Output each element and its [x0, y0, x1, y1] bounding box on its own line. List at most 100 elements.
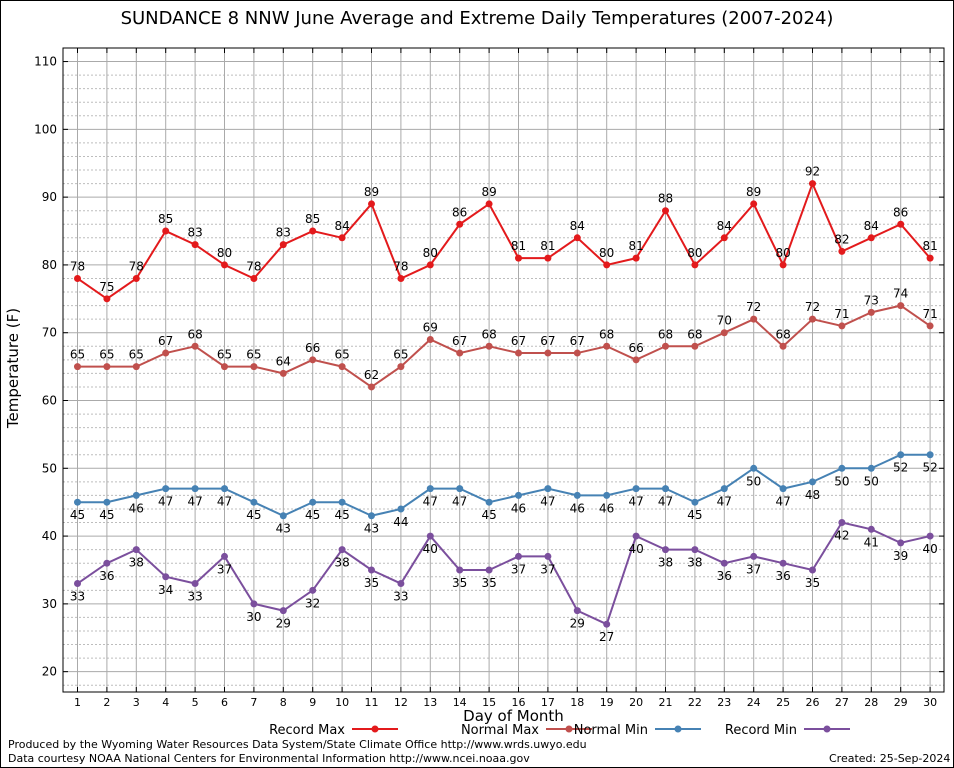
legend-label: Record Min	[725, 723, 797, 738]
legend-label: Record Max	[269, 723, 345, 738]
data-point	[221, 485, 228, 493]
data-label: 32	[305, 596, 320, 610]
data-label: 47	[452, 495, 467, 509]
data-label: 29	[276, 617, 291, 631]
data-point	[456, 485, 464, 493]
x-tick-label: 7	[250, 696, 257, 709]
data-label: 40	[628, 542, 643, 556]
data-point	[338, 363, 346, 371]
data-label: 80	[217, 246, 232, 260]
data-point	[897, 539, 905, 547]
data-point	[809, 478, 816, 486]
data-point	[515, 552, 522, 560]
data-label: 46	[599, 501, 614, 515]
data-label: 81	[922, 239, 937, 253]
x-tick-label: 9	[309, 696, 316, 709]
x-axis-label: Day of Month	[463, 707, 564, 725]
data-label: 66	[628, 341, 643, 355]
data-point	[779, 342, 787, 350]
data-label: 38	[687, 556, 702, 570]
y-tick-label: 80	[42, 258, 57, 272]
x-tick-label: 23	[717, 696, 731, 709]
data-point	[74, 274, 81, 282]
data-label: 80	[423, 246, 438, 260]
data-point	[132, 491, 140, 499]
data-label: 68	[481, 327, 496, 341]
data-point	[368, 512, 375, 520]
data-label: 33	[187, 590, 202, 604]
x-tick-label: 8	[280, 696, 287, 709]
data-label: 68	[687, 327, 702, 341]
grid-lines	[63, 48, 944, 692]
data-point	[74, 580, 81, 588]
data-point	[456, 566, 464, 574]
data-point	[691, 498, 699, 506]
data-point	[162, 573, 170, 581]
data-label: 37	[540, 562, 555, 576]
data-label: 65	[393, 348, 408, 362]
data-label: 68	[599, 327, 614, 341]
data-point	[426, 261, 434, 269]
data-point	[750, 315, 758, 323]
data-label: 92	[805, 165, 820, 179]
data-point	[809, 180, 816, 188]
y-tick-label: 40	[42, 529, 57, 543]
data-label: 85	[158, 212, 173, 226]
data-label: 47	[187, 495, 202, 509]
data-label: 86	[452, 205, 467, 219]
data-label: 46	[511, 501, 526, 515]
series-line	[77, 453, 931, 517]
data-label: 88	[658, 192, 673, 206]
data-point	[632, 532, 640, 540]
data-point	[632, 485, 640, 493]
data-label: 38	[658, 556, 673, 570]
data-point	[720, 485, 728, 493]
data-label: 45	[481, 508, 496, 522]
data-label: 36	[99, 569, 114, 583]
data-point	[397, 580, 405, 588]
data-label: 45	[334, 508, 349, 522]
data-point	[279, 241, 287, 249]
data-point	[926, 532, 934, 540]
data-point	[456, 349, 464, 357]
legend-marker	[371, 725, 379, 733]
data-label: 47	[717, 495, 732, 509]
data-point	[74, 498, 81, 506]
data-point	[897, 451, 905, 459]
x-tick-label: 4	[162, 696, 169, 709]
data-label: 78	[70, 259, 85, 273]
x-tick-label: 22	[688, 696, 702, 709]
data-label: 36	[717, 569, 732, 583]
data-label: 35	[805, 576, 820, 590]
data-point	[74, 363, 81, 371]
x-tick-label: 20	[629, 696, 643, 709]
data-label: 43	[276, 522, 291, 536]
data-label: 72	[746, 300, 761, 314]
data-label: 89	[746, 185, 761, 199]
data-label: 68	[187, 327, 202, 341]
data-point	[309, 227, 317, 235]
data-label: 48	[805, 488, 820, 502]
data-label: 81	[628, 239, 643, 253]
data-point	[573, 491, 581, 499]
data-label: 78	[393, 259, 408, 273]
x-tick-label: 19	[600, 696, 614, 709]
x-tick-label: 5	[192, 696, 199, 709]
data-point	[397, 363, 405, 371]
data-point	[544, 552, 552, 560]
data-label: 36	[775, 569, 790, 583]
data-label: 50	[864, 474, 879, 488]
data-point	[720, 559, 728, 567]
footer-created: Created: 25-Sep-2024	[829, 752, 951, 765]
data-point	[632, 356, 640, 364]
x-tick-label: 2	[103, 696, 110, 709]
data-label: 84	[334, 219, 349, 233]
data-label: 47	[217, 495, 232, 509]
data-label: 45	[99, 508, 114, 522]
data-point	[397, 274, 405, 282]
data-label: 81	[511, 239, 526, 253]
series-record-max: 78 75 78 85 83 80 78 83 85 84 89 78 80 86 89 81 81 84 80 81…	[70, 165, 938, 303]
data-point	[191, 580, 199, 588]
data-point	[279, 512, 287, 520]
data-point	[926, 322, 934, 330]
